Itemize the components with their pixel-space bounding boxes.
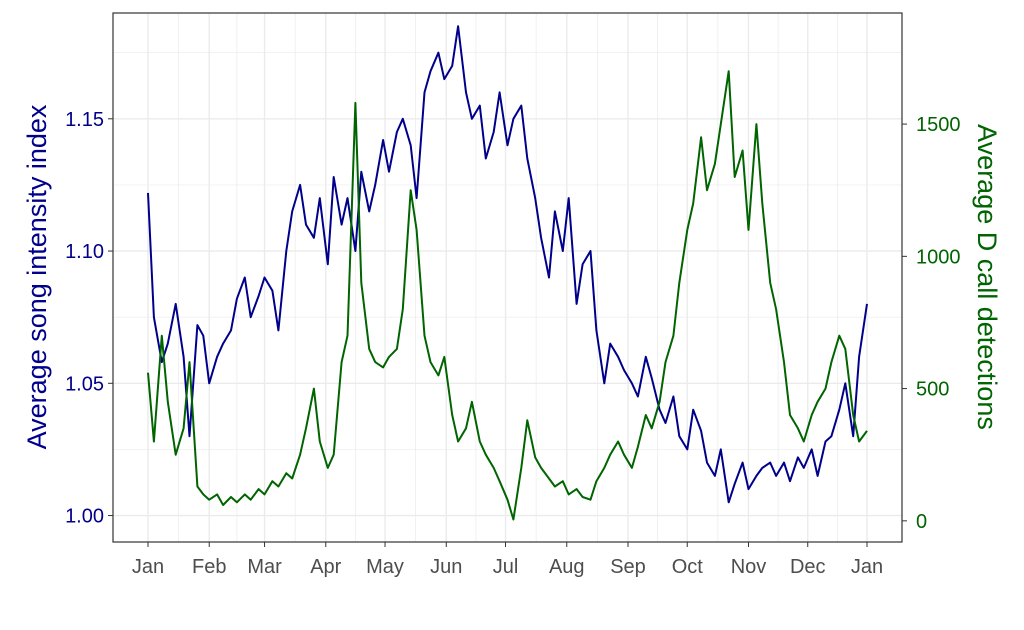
x-tick-label: Mar	[247, 556, 282, 578]
x-tick-label: May	[366, 556, 404, 578]
x-tick-label: Jun	[430, 556, 462, 578]
y-axis-left-title: Average song intensity index	[22, 104, 52, 449]
y-right-tick-label: 500	[916, 379, 949, 401]
x-tick-label: Feb	[192, 556, 226, 578]
x-tick-label: Jan	[851, 556, 883, 578]
y-left-tick-label: 1.05	[65, 373, 104, 395]
x-tick-label: Oct	[672, 556, 704, 578]
axes: Jan Feb Mar Apr May Jun Jul Aug Sep Oct Nov Dec Jan 1…	[65, 109, 960, 578]
y-left-tick-label: 1.15	[65, 109, 104, 131]
x-tick-label: Jul	[493, 556, 519, 578]
x-tick-label: Apr	[310, 556, 341, 578]
series-lines	[147, 25, 868, 521]
y-left-tick-label: 1.00	[65, 506, 104, 528]
x-tick-label: Dec	[790, 556, 826, 578]
plot-panel-border	[112, 12, 903, 543]
y-right-tick-label: 1500	[916, 114, 961, 136]
dcall-series-line	[147, 70, 868, 521]
song-series-line	[147, 25, 868, 504]
y-axis-right-title: Average D call detections	[972, 124, 1002, 430]
x-tick-label: Jan	[132, 556, 164, 578]
y-left-tick-label: 1.10	[65, 241, 104, 263]
x-tick-label: Sep	[610, 556, 646, 578]
y-right-tick-label: 1000	[916, 246, 961, 268]
y-right-tick-label: 0	[916, 511, 927, 533]
x-tick-label: Nov	[731, 556, 767, 578]
x-tick-label: Aug	[549, 556, 585, 578]
